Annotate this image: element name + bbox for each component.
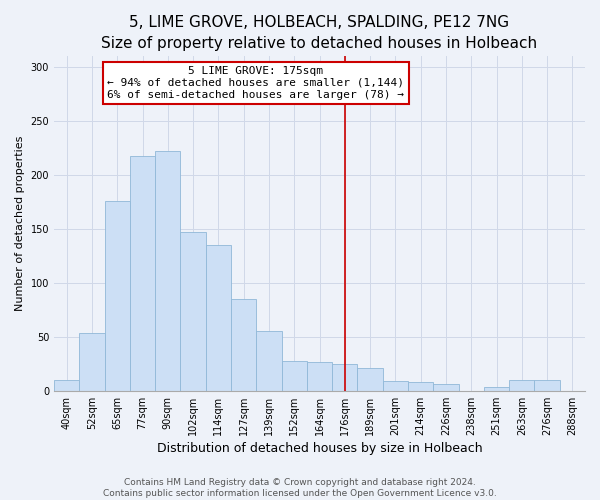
Bar <box>332 364 358 391</box>
Bar <box>79 332 104 391</box>
Bar <box>256 332 281 391</box>
Bar <box>307 362 332 391</box>
Title: 5, LIME GROVE, HOLBEACH, SPALDING, PE12 7NG
Size of property relative to detache: 5, LIME GROVE, HOLBEACH, SPALDING, PE12 … <box>101 15 538 51</box>
Bar <box>408 382 433 391</box>
Bar <box>433 384 458 391</box>
Bar <box>206 245 231 391</box>
Bar <box>54 380 79 391</box>
Bar <box>383 381 408 391</box>
Bar <box>281 360 307 391</box>
Bar <box>535 380 560 391</box>
Bar <box>484 386 509 391</box>
Bar <box>104 201 130 391</box>
Y-axis label: Number of detached properties: Number of detached properties <box>15 136 25 312</box>
Bar <box>509 380 535 391</box>
X-axis label: Distribution of detached houses by size in Holbeach: Distribution of detached houses by size … <box>157 442 482 455</box>
Bar <box>181 232 206 391</box>
Bar <box>155 152 181 391</box>
Bar <box>231 299 256 391</box>
Bar <box>130 156 155 391</box>
Text: 5 LIME GROVE: 175sqm
← 94% of detached houses are smaller (1,144)
6% of semi-det: 5 LIME GROVE: 175sqm ← 94% of detached h… <box>107 66 404 100</box>
Bar <box>358 368 383 391</box>
Text: Contains HM Land Registry data © Crown copyright and database right 2024.
Contai: Contains HM Land Registry data © Crown c… <box>103 478 497 498</box>
